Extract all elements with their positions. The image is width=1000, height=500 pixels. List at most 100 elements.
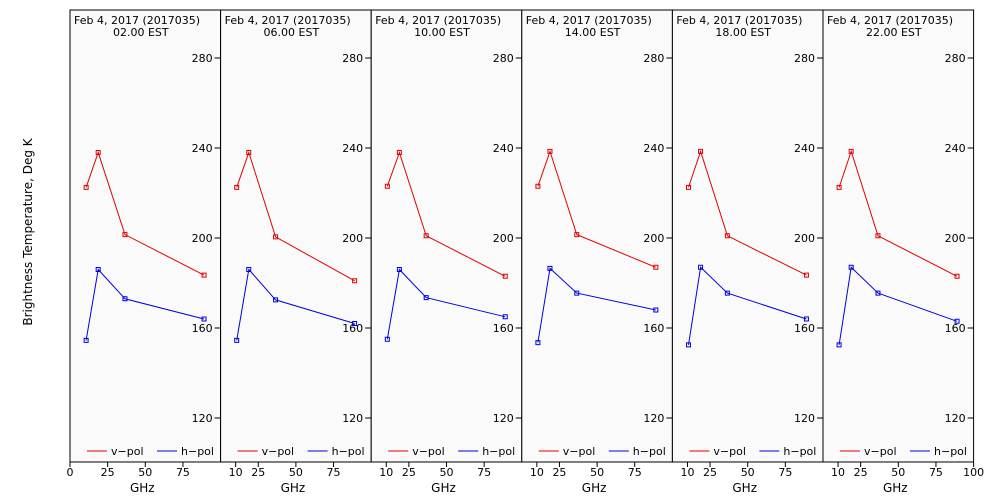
x-tick-label: 75 <box>477 466 491 479</box>
panel-title: Feb 4, 2017 (2017035) <box>74 14 200 27</box>
h-pol-point <box>653 307 659 313</box>
h-pol-point <box>423 295 429 301</box>
panels: 120 160 200 240 280 0 25 50 75 GHz Feb 4, 2017 (20… <box>67 9 984 495</box>
h-pol-line <box>838 266 958 345</box>
plot-frame <box>370 9 523 463</box>
v-pol-line <box>85 150 205 276</box>
x-tick-label: 10 <box>229 466 243 479</box>
panel-time: 06.00 EST <box>264 26 320 39</box>
h-pol-point <box>234 337 240 343</box>
v-pol-point <box>547 148 553 154</box>
y-tick-label: 200 <box>794 232 815 245</box>
v-pol-line <box>537 149 656 268</box>
legend-label: h−pol <box>482 445 515 458</box>
y-tick-label: 160 <box>493 322 514 335</box>
y-tick-label: 160 <box>342 322 363 335</box>
v-pol-point <box>502 273 508 279</box>
x-tick-label: 75 <box>929 466 943 479</box>
v-pol-point <box>122 232 128 238</box>
x-tick-label: 10 <box>379 466 393 479</box>
y-tick-label: 240 <box>794 142 815 155</box>
y-tick-label: 280 <box>493 52 514 65</box>
y-tick-label: 240 <box>342 142 363 155</box>
v-pol-point <box>246 150 252 155</box>
x-tick-label: 25 <box>402 466 416 479</box>
y-tick-label: 160 <box>794 322 815 335</box>
x-tick-label: 100 <box>963 466 984 479</box>
y-tick-label: 240 <box>192 142 213 155</box>
x-tick-label: 50 <box>741 466 755 479</box>
plot-frame <box>671 9 824 463</box>
h-pol-point <box>83 337 89 343</box>
legend-label: h−pol <box>633 445 666 458</box>
h-pol-point <box>848 264 854 270</box>
v-pol-point <box>201 272 207 278</box>
v-pol-point <box>875 233 881 239</box>
x-tick-label: 25 <box>854 466 868 479</box>
h-pol-point <box>502 314 508 320</box>
v-pol-point <box>803 272 809 278</box>
legend-label: v−pol <box>563 445 596 458</box>
panel-title: Feb 4, 2017 (2017035) <box>676 14 802 27</box>
panel-time: 02.00 EST <box>113 26 169 39</box>
legend-label: h−pol <box>934 445 967 458</box>
v-pol-point <box>836 184 842 190</box>
h-pol-point <box>836 342 842 348</box>
x-tick-label: 50 <box>289 466 303 479</box>
panel-title: Feb 4, 2017 (2017035) <box>225 14 351 27</box>
x-axis-title: GHz <box>883 481 908 495</box>
panel-title: Feb 4, 2017 (2017035) <box>827 14 953 27</box>
h-pol-point <box>954 318 960 324</box>
y-tick-label: 160 <box>643 322 664 335</box>
v-pol-point <box>698 148 704 154</box>
legend-label: v−pol <box>111 445 144 458</box>
y-tick-label: 120 <box>643 412 664 425</box>
v-pol-point <box>273 234 279 240</box>
y-tick-label: 240 <box>945 142 966 155</box>
y-axis-title: Brightness Temperature, Deg K <box>21 137 35 325</box>
y-tick-label: 240 <box>493 142 514 155</box>
legend-label: v−pol <box>713 445 746 458</box>
v-pol-point <box>423 233 429 239</box>
v-pol-point <box>234 184 240 190</box>
plot-frame <box>69 9 222 463</box>
x-tick-label: 50 <box>440 466 454 479</box>
x-tick-label: 50 <box>138 466 152 479</box>
panel-4: 120 160 200 240 280 10 25 50 75 GHz Feb 4, 2017 (2… <box>521 9 673 495</box>
h-pol-point <box>547 265 553 271</box>
h-pol-point <box>803 316 809 322</box>
h-pol-point <box>535 340 541 346</box>
legend-label: v−pol <box>412 445 445 458</box>
panel-time: 14.00 EST <box>565 26 621 39</box>
legend-label: h−pol <box>783 445 816 458</box>
h-pol-line <box>85 268 205 341</box>
y-tick-label: 280 <box>643 52 664 65</box>
h-pol-point <box>352 321 358 326</box>
panel-2: 120 160 200 240 280 10 25 50 75 GHz Feb 4, 2017 (2… <box>220 9 372 495</box>
y-tick-label: 200 <box>342 232 363 245</box>
y-tick-label: 160 <box>945 322 966 335</box>
v-pol-line <box>688 149 807 276</box>
x-tick-label: 10 <box>530 466 544 479</box>
panel-1: 120 160 200 240 280 0 25 50 75 GHz Feb 4, 2017 (20… <box>67 9 222 495</box>
x-tick-label: 75 <box>628 466 642 479</box>
h-pol-point <box>686 342 692 348</box>
h-pol-point <box>574 290 580 296</box>
v-pol-line <box>838 149 958 277</box>
x-axis-title: GHz <box>130 481 155 495</box>
legend-label: h−pol <box>181 445 214 458</box>
x-tick-label: 25 <box>703 466 717 479</box>
v-pol-point <box>83 184 89 190</box>
x-tick-label: 25 <box>101 466 115 479</box>
v-pol-point <box>954 273 960 279</box>
panel-6: 120 160 200 240 280 10 25 50 75 100 GHz Feb 4, 2017… <box>822 9 984 495</box>
v-pol-point <box>848 148 854 154</box>
h-pol-point <box>698 264 704 270</box>
panel-time: 10.00 EST <box>414 26 470 39</box>
h-pol-point <box>396 267 402 272</box>
h-pol-point <box>95 267 101 272</box>
panel-time: 18.00 EST <box>715 26 771 39</box>
v-pol-point <box>95 150 101 155</box>
h-pol-line <box>386 268 506 340</box>
